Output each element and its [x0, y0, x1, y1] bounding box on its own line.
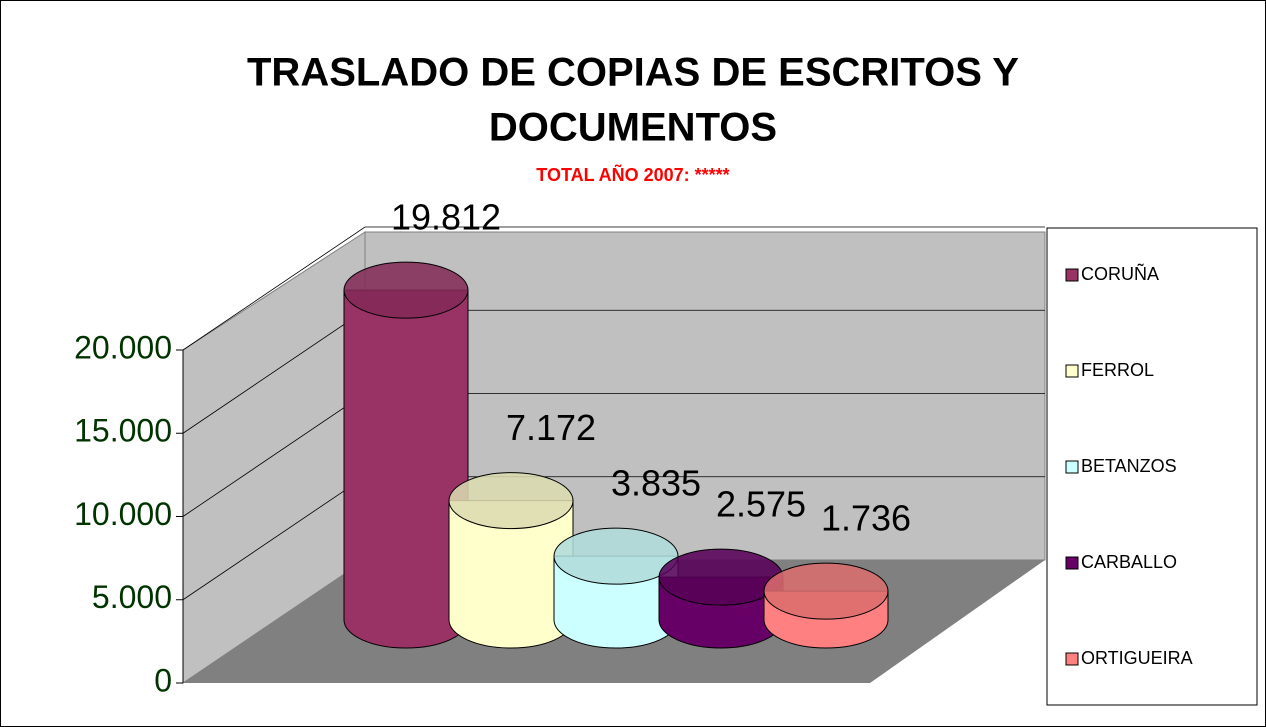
bar-top-shade: [659, 549, 783, 606]
plot: 19.812 7.172 3.835 2.575 1.736: [176, 197, 1045, 684]
legend-label: ORTIGUEIRA: [1081, 648, 1193, 668]
bar-top: [763, 562, 889, 620]
bar-top: [553, 527, 679, 585]
y-tick-label: 5.000: [92, 579, 172, 615]
legend-swatch: [1065, 652, 1079, 666]
chart-title: TRASLADO DE COPIAS DE ESCRITOS Y: [247, 51, 1019, 95]
legend-label: CORUÑA: [1081, 263, 1159, 284]
chart-subtitle: TOTAL AÑO 2007: *****: [536, 164, 729, 185]
legend-label: BETANZOS: [1081, 456, 1177, 476]
chart-title: DOCUMENTOS: [489, 106, 777, 150]
y-tick-label: 10.000: [74, 496, 172, 532]
bar-top: [343, 261, 469, 319]
y-tick-label: 15.000: [74, 413, 172, 449]
bar-top-shade: [344, 262, 468, 319]
legend-label: FERROL: [1081, 360, 1154, 380]
legend-swatch: [1065, 556, 1079, 570]
bar-top-shade: [449, 472, 573, 529]
legend: [1046, 227, 1258, 706]
bar-top: [448, 472, 574, 530]
legend-label: CARBALLO: [1081, 552, 1177, 572]
data-label: 19.812: [391, 197, 501, 238]
data-label: 7.172: [506, 407, 596, 448]
bar-top-shade: [764, 563, 888, 620]
grid-line: [182, 226, 1045, 351]
bar-top-shade: [554, 528, 678, 585]
legend-swatch: [1065, 460, 1079, 474]
data-label: 1.736: [821, 498, 911, 539]
y-tick-label: 0: [154, 662, 172, 698]
data-label: 3.835: [611, 463, 701, 504]
data-label: 2.575: [716, 484, 806, 525]
legend-swatch: [1065, 268, 1079, 282]
legend-swatch: [1065, 364, 1079, 378]
y-tick-label: 20.000: [74, 329, 172, 365]
